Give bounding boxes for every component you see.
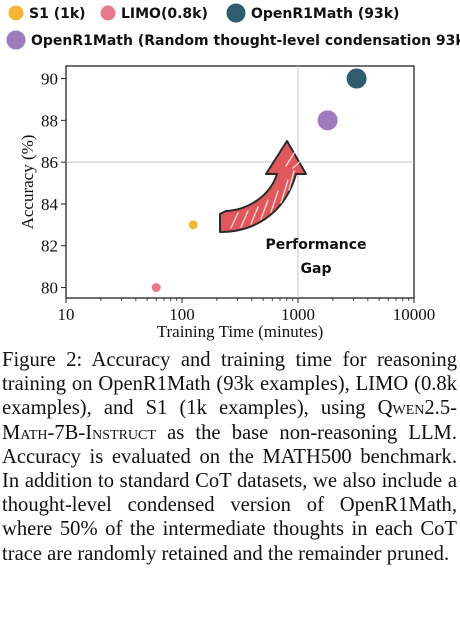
x-tick-label: 10000	[393, 305, 436, 324]
arrow-hatching	[230, 149, 303, 229]
point-openr1math-93k	[345, 67, 368, 90]
y-axis-title: Accuracy (%)	[18, 135, 37, 230]
curved-up-right-arrow-icon	[219, 140, 307, 233]
y-tick-label: 86	[41, 153, 58, 172]
x-tick-label: 1000	[281, 305, 315, 324]
x-axis-title: Training Time (minutes)	[157, 322, 324, 341]
point-openr1math-random-thought-level-condensation-93k	[316, 109, 339, 132]
plot-frame	[65, 65, 415, 299]
caption-model-name: Qwen2.5-Math-7B-Instruct	[2, 397, 457, 444]
caption-label: Figure 2:	[2, 349, 83, 371]
point-limo-0-8k	[150, 282, 162, 294]
hatch-stroke	[260, 199, 269, 220]
hatch-stroke	[250, 206, 259, 225]
hatch-stroke	[230, 212, 239, 229]
hatch-stroke	[270, 190, 279, 213]
y-tick-label: 80	[41, 279, 58, 298]
y-tick-label: 84	[41, 195, 59, 214]
hatch-stroke	[280, 179, 289, 204]
legend-label-limo-0-8k: LIMO(0.8k)	[121, 6, 208, 22]
legend-label-openr1math-93k: OpenR1Math (93k)	[251, 6, 399, 22]
legend: S1 (1k) LIMO(0.8k) OpenR1Math (93k) OpenR1M…	[5, 2, 460, 51]
caption-text-before: Accuracy and training time for reasoning…	[2, 349, 457, 420]
hatch-stroke	[292, 159, 303, 169]
y-tick-label: 90	[41, 70, 58, 89]
grid-lines	[66, 66, 414, 298]
legend-marker-openr1math-random-thought-level-condensation-93k	[5, 29, 27, 51]
axis-ticks: 10 100 1000 10000 80 82 84 86 88 90	[41, 70, 435, 324]
y-tick-label: 88	[41, 111, 58, 130]
hatch-stroke	[240, 210, 249, 228]
annotation-line-1: Performance	[265, 237, 366, 253]
arrow-shape	[219, 140, 307, 233]
x-tick-label: 100	[169, 305, 195, 324]
hatch-stroke	[285, 149, 297, 167]
legend-marker-openr1math-93k	[225, 2, 247, 24]
data-points	[150, 67, 368, 294]
legend-marker-s1-1k	[7, 4, 25, 22]
annotation-line-2: Gap	[301, 261, 332, 277]
y-tick-label: 82	[41, 237, 58, 256]
hatch-stroke	[288, 170, 295, 191]
legend-label-s1-1k: S1 (1k)	[29, 6, 86, 22]
figure-caption: Figure 2: Accuracy and training time for…	[2, 348, 457, 636]
caption-text-after: as the base non-reasoning LLM. Accuracy …	[2, 421, 457, 565]
legend-label-openr1math-random-thought-level-condensation-93k: OpenR1Math (Random thought-level condens…	[31, 33, 460, 49]
point-s1-1k	[187, 219, 199, 231]
x-tick-label: 10	[58, 305, 75, 324]
chart: S1 (1k) LIMO(0.8k) OpenR1Math (93k) OpenR1M…	[5, 2, 460, 341]
legend-marker-limo-0-8k	[99, 4, 117, 22]
